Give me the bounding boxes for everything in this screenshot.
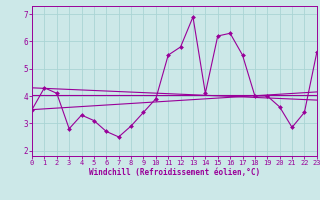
X-axis label: Windchill (Refroidissement éolien,°C): Windchill (Refroidissement éolien,°C): [89, 168, 260, 177]
